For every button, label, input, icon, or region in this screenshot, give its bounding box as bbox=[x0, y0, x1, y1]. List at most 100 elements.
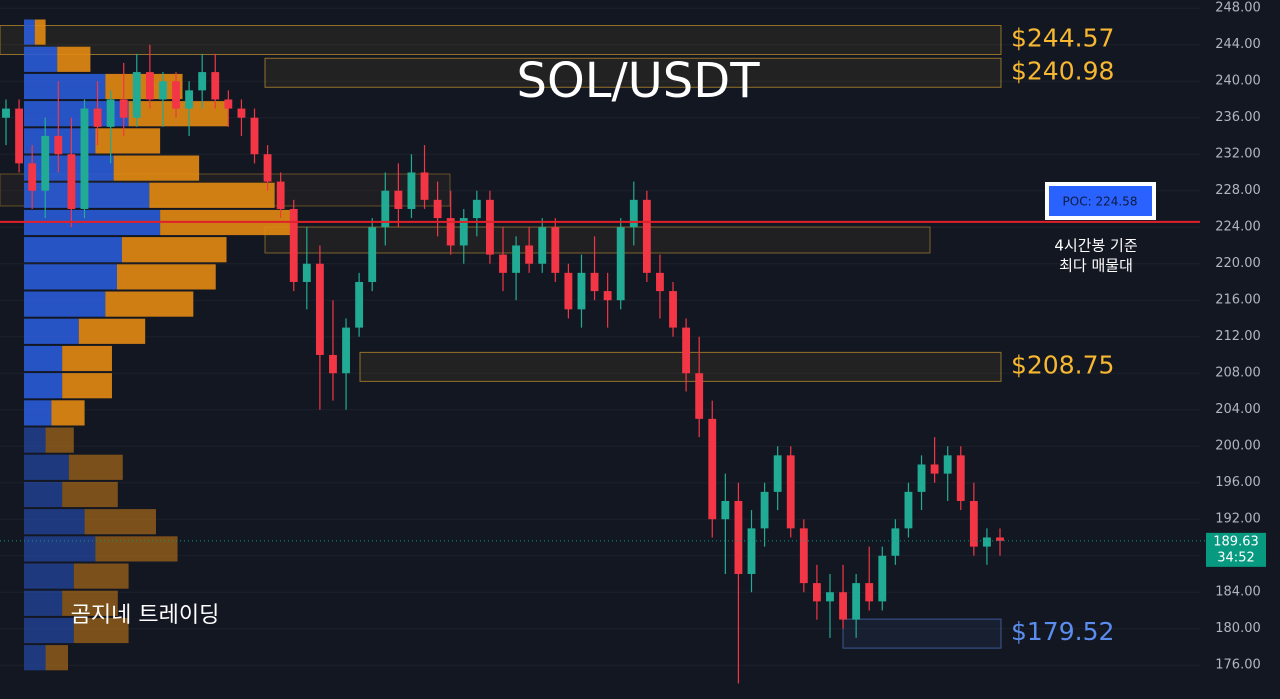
candle-body bbox=[211, 72, 220, 100]
profile-sell bbox=[34, 19, 46, 45]
candle-body bbox=[682, 327, 691, 374]
last-price-label: 189.63 bbox=[1213, 534, 1259, 549]
profile-sell bbox=[116, 264, 216, 290]
candle-body bbox=[106, 99, 115, 127]
profile-sell bbox=[73, 563, 129, 589]
candle-body bbox=[786, 455, 795, 529]
profile-sell bbox=[62, 481, 118, 508]
candle-body bbox=[41, 135, 50, 191]
candle-body bbox=[420, 172, 429, 200]
profile-buy bbox=[24, 318, 79, 344]
candle-body bbox=[564, 272, 573, 310]
candle-body bbox=[799, 528, 808, 584]
profile-sell bbox=[45, 427, 74, 453]
profile-sell bbox=[105, 291, 194, 317]
profile-sell bbox=[51, 400, 85, 426]
candle-body bbox=[302, 263, 311, 282]
volume-profile bbox=[24, 19, 297, 671]
candle-body bbox=[708, 418, 717, 520]
profile-buy bbox=[24, 617, 74, 644]
overlay: $244.57 $240.98 $208.75 $179.52 POC: 224.58 4… bbox=[0, 24, 1205, 646]
candle-body bbox=[250, 117, 259, 155]
profile-sell bbox=[78, 318, 146, 344]
candle-body bbox=[996, 537, 1004, 541]
candles bbox=[2, 44, 1004, 684]
candle-body bbox=[512, 245, 521, 273]
candle-body bbox=[329, 354, 337, 374]
poc-note: 최다 매물대 bbox=[1059, 257, 1133, 275]
candle-body bbox=[93, 108, 102, 127]
profile-buy bbox=[24, 345, 63, 372]
profile-buy bbox=[24, 563, 74, 589]
profile-buy bbox=[24, 509, 85, 535]
profile-sell bbox=[113, 155, 200, 181]
y-tick-label: 208.00 bbox=[1215, 366, 1261, 381]
profile-buy bbox=[24, 264, 117, 290]
candle-body bbox=[826, 592, 834, 602]
candle-body bbox=[525, 245, 534, 264]
y-tick-label: 244.00 bbox=[1215, 37, 1261, 52]
candle-body bbox=[891, 528, 900, 556]
candle-body bbox=[773, 455, 782, 492]
y-tick-label: 196.00 bbox=[1215, 475, 1261, 490]
price-axis: 248.00 244.00 240.00 236.00 232.00 228.00 224.… bbox=[1206, 1, 1266, 673]
level-label: $179.52 bbox=[1011, 617, 1114, 646]
candle-body bbox=[132, 72, 141, 118]
countdown-label: 34:52 bbox=[1217, 550, 1254, 565]
candle-body bbox=[839, 592, 847, 620]
candle-body bbox=[276, 181, 285, 209]
candle-body bbox=[485, 199, 494, 255]
candle-body bbox=[145, 72, 154, 100]
candle-body bbox=[721, 500, 730, 520]
candle-body bbox=[368, 227, 377, 282]
y-tick-label: 220.00 bbox=[1215, 256, 1261, 271]
candle-body bbox=[577, 272, 586, 310]
profile-buy bbox=[24, 590, 63, 616]
profile-buy bbox=[24, 645, 46, 671]
candle-body bbox=[315, 263, 324, 355]
candle-body bbox=[878, 555, 887, 602]
y-tick-label: 216.00 bbox=[1215, 293, 1261, 308]
profile-buy bbox=[24, 536, 96, 562]
candle-body bbox=[289, 208, 298, 282]
level-zone bbox=[264, 57, 1002, 88]
candle-body bbox=[852, 583, 861, 620]
candle-body bbox=[695, 373, 704, 419]
profile-sell bbox=[149, 182, 275, 208]
level-label: $240.98 bbox=[1011, 56, 1114, 85]
level-zone bbox=[0, 25, 1002, 56]
y-tick-label: 184.00 bbox=[1215, 585, 1261, 600]
profile-sell bbox=[121, 237, 227, 263]
y-tick-label: 204.00 bbox=[1215, 402, 1261, 417]
y-tick-label: 192.00 bbox=[1215, 512, 1261, 527]
y-tick-label: 176.00 bbox=[1215, 658, 1261, 673]
candle-body bbox=[224, 99, 233, 109]
profile-sell bbox=[105, 73, 183, 100]
candle-body bbox=[642, 199, 651, 273]
profile-sell bbox=[68, 454, 123, 480]
candle-body bbox=[459, 218, 468, 246]
watermark: 곰지네 트레이딩 bbox=[71, 603, 220, 628]
candle-body bbox=[381, 190, 390, 228]
profile-sell bbox=[57, 46, 91, 72]
candle-body bbox=[2, 108, 10, 118]
candle-body bbox=[433, 199, 442, 219]
poc-label: POC: 224.58 bbox=[1063, 195, 1138, 209]
candle-body bbox=[760, 491, 769, 529]
candle-body bbox=[982, 537, 991, 547]
profile-buy bbox=[24, 481, 63, 508]
candle-body bbox=[198, 72, 207, 91]
candle-body bbox=[551, 227, 560, 273]
profile-sell bbox=[45, 645, 68, 671]
candle-body bbox=[538, 227, 547, 264]
y-tick-label: 248.00 bbox=[1215, 1, 1261, 16]
profile-sell bbox=[62, 345, 112, 372]
candle-body bbox=[603, 291, 612, 301]
level-zone bbox=[359, 351, 1002, 382]
profile-sell bbox=[73, 617, 129, 644]
profile-sell bbox=[95, 536, 178, 562]
profile-buy bbox=[24, 237, 122, 263]
y-tick-label: 240.00 bbox=[1215, 74, 1261, 89]
candle-body bbox=[28, 163, 37, 191]
y-tick-label: 228.00 bbox=[1215, 183, 1261, 198]
